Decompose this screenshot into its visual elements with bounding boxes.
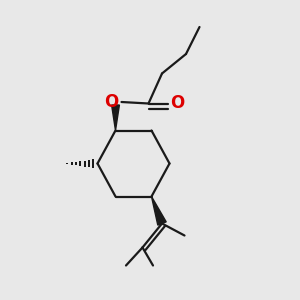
Text: O: O: [104, 93, 118, 111]
Polygon shape: [112, 105, 119, 130]
Polygon shape: [152, 196, 166, 225]
Text: O: O: [170, 94, 185, 112]
